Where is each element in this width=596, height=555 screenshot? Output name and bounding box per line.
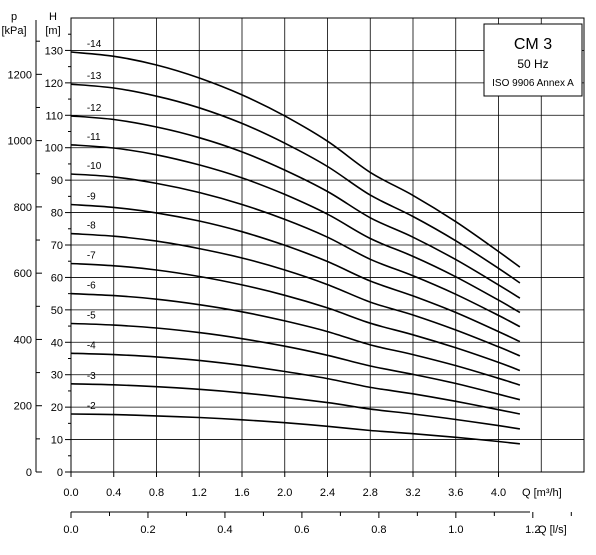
head-axis-tick-label: 70 [51, 240, 63, 252]
legend-standard: ISO 9906 Annex A [492, 78, 574, 89]
head-axis-tick-label: 30 [51, 370, 63, 382]
flow-axis-m3h-tick-label: 2.8 [363, 487, 378, 499]
curve-label: -13 [87, 71, 102, 82]
pressure-axis-tick-label: 800 [14, 202, 32, 214]
curve-label: -9 [87, 191, 96, 202]
flow-axis-m3h: Q [m³/h] 0.0 0.4 0.8 1.2 1.6 2.0 2.4 2.8 3.2 3.6 4… [63, 472, 562, 499]
flow-axis-m3h-tick-label: 2.0 [277, 487, 292, 499]
curve-stage-3 [70, 383, 521, 430]
pressure-axis-tick-label: 400 [14, 334, 32, 346]
head-axis-tick-label: 0 [57, 467, 63, 479]
curve-stage-10 [70, 173, 521, 328]
curve-stage-2 [70, 413, 520, 445]
curve-label: -5 [87, 310, 96, 321]
pressure-axis-tick-label: 0 [26, 467, 32, 479]
flow-axis-ls-tick-label: 1.2 [525, 524, 540, 536]
curve-label: -12 [87, 103, 102, 114]
legend-frequency: 50 Hz [517, 57, 548, 71]
curve-label: -8 [87, 221, 96, 232]
head-axis-symbol: H [49, 11, 57, 23]
curve-stage-12 [70, 115, 521, 299]
pressure-axis: p [kPa] 0 200 400 600 800 1000 1200 [1, 11, 42, 479]
pressure-axis-unit: [kPa] [1, 25, 26, 37]
head-axis-tick-label: 130 [45, 45, 63, 57]
flow-axis-m3h-tick-label: 4.0 [491, 487, 506, 499]
head-axis-tick-label: 120 [45, 78, 63, 90]
curve-label: -14 [87, 39, 102, 50]
curve-label: -6 [87, 281, 96, 292]
flow-axis-ls-label: Q [l/s] [538, 524, 567, 536]
curve-label: -10 [87, 161, 102, 172]
curve-stage-14 [70, 51, 521, 268]
flow-axis-ls: Q [l/s] 0.0 0.2 0.4 0.6 0.8 1.0 1.2 [63, 511, 572, 536]
performance-curves: -14 -13 -12 -11 -10 -9 -8 -7 -6 -5 -4 -3 -2 [70, 39, 521, 445]
curve-stage-7 [70, 262, 521, 372]
head-axis-tick-label: 20 [51, 402, 63, 414]
curve-stage-4 [70, 352, 521, 415]
flow-axis-m3h-tick-label: 1.2 [192, 487, 207, 499]
flow-axis-ls-tick-label: 0.8 [371, 524, 386, 536]
flow-axis-ls-tick-label: 0.0 [63, 524, 78, 536]
curve-stage-9 [70, 203, 521, 343]
head-axis-unit: [m] [45, 25, 60, 37]
curve-label: -7 [87, 250, 96, 261]
legend-box: CM 3 50 Hz ISO 9906 Annex A [483, 23, 583, 97]
pressure-axis-symbol: p [11, 11, 17, 23]
flow-axis-m3h-tick-label: 0.8 [149, 487, 164, 499]
head-axis-tick-label: 90 [51, 175, 63, 187]
curve-stage-6 [70, 292, 521, 386]
curve-label: -4 [87, 340, 96, 351]
head-axis: H [m] 0 10 20 30 40 50 60 70 80 90 100 110 120 130 [45, 11, 72, 479]
flow-axis-m3h-label: Q [m³/h] [522, 487, 562, 499]
curve-label: -3 [87, 371, 96, 382]
pressure-axis-tick-label: 1200 [8, 69, 32, 81]
flow-axis-m3h-tick-label: 3.6 [448, 487, 463, 499]
legend-model: CM 3 [514, 36, 552, 53]
pressure-axis-tick-label: 1000 [8, 136, 32, 148]
head-axis-tick-label: 60 [51, 272, 63, 284]
flow-axis-ls-tick-label: 1.0 [448, 524, 463, 536]
flow-axis-ls-tick-label: 0.2 [140, 524, 155, 536]
curve-stage-8 [70, 232, 521, 357]
flow-axis-m3h-tick-label: 3.2 [405, 487, 420, 499]
flow-axis-m3h-tick-label: 0.0 [63, 487, 78, 499]
curve-label: -2 [87, 401, 96, 412]
pressure-axis-tick-label: 200 [14, 401, 32, 413]
flow-axis-m3h-tick-label: 2.4 [320, 487, 335, 499]
flow-axis-ls-tick-label: 0.6 [294, 524, 309, 536]
curve-stage-5 [70, 322, 521, 401]
head-axis-tick-label: 40 [51, 337, 63, 349]
flow-axis-ls-tick-label: 0.4 [217, 524, 232, 536]
head-axis-tick-label: 50 [51, 305, 63, 317]
curve-label: -11 [87, 132, 101, 143]
head-axis-tick-label: 80 [51, 208, 63, 220]
flow-axis-m3h-tick-label: 0.4 [106, 487, 121, 499]
curve-stage-13 [70, 83, 521, 284]
head-axis-tick-label: 110 [45, 110, 63, 122]
head-axis-tick-label: 10 [51, 435, 63, 447]
pressure-axis-tick-label: 600 [14, 268, 32, 280]
flow-axis-m3h-tick-label: 1.6 [234, 487, 249, 499]
curve-stage-11 [70, 144, 521, 314]
head-axis-tick-label: 100 [45, 143, 63, 155]
